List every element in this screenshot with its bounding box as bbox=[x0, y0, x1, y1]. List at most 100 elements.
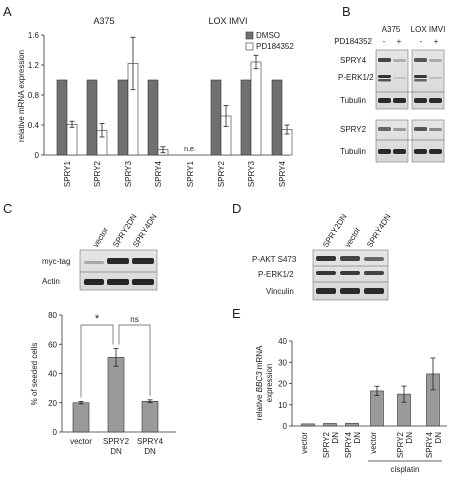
chart-a-y-tick-label: 0.8 bbox=[28, 91, 40, 100]
blot-b-sign-4: + bbox=[434, 37, 439, 46]
blot-b-membrane-bottom-right bbox=[411, 119, 445, 163]
chart-e-ylabel: relative BBC3 mRNA bbox=[255, 345, 264, 420]
blot-b-row-label-perk: P-ERK1/2 bbox=[338, 73, 374, 82]
chart-c-x-tick-label: SPRY4 bbox=[137, 437, 164, 446]
chart-e-treatment-label: cisplatin bbox=[391, 465, 420, 474]
chart-e-x-tick-label: DN bbox=[405, 432, 414, 444]
blot-b-band-tubulin-5 bbox=[378, 149, 391, 154]
chart-a-ylabel: relative mRNA expression bbox=[17, 50, 26, 142]
chart-a-y-tick-label: 1.6 bbox=[28, 31, 40, 40]
blot-b-header-2: LOX IMVI bbox=[411, 25, 446, 34]
blot-b-band-tubulin-8 bbox=[429, 149, 442, 154]
chart-c-x-tick-label: DN bbox=[110, 447, 122, 456]
blot-d-lane-spry4dn: SPRY4DN bbox=[365, 212, 393, 249]
chart-e-x-tick-label: SPRY2 bbox=[322, 431, 331, 458]
panel-label-e: E bbox=[232, 306, 241, 321]
blot-d-row-label-vinculin: Vinculin bbox=[266, 287, 294, 296]
blot-d-band-vinculin-2 bbox=[340, 288, 360, 294]
chart-e-x-tick-label: SPRY4 bbox=[425, 431, 434, 458]
blot-b-band-spry2-1 bbox=[378, 127, 391, 131]
chart-a-y-tick-label: 1.2 bbox=[28, 61, 40, 70]
blot-b-band-spry2-3 bbox=[414, 127, 427, 131]
chart-c-y-tick-label: 20 bbox=[48, 399, 57, 408]
blot-b-treatment-label: PD184352 bbox=[334, 37, 372, 46]
chart-c-y-tick-label: 60 bbox=[48, 340, 57, 349]
blot-b-band-spry2-4 bbox=[429, 128, 442, 131]
chart-a-bar-dmso bbox=[56, 79, 68, 156]
chart-e-y-tick-label: 30 bbox=[278, 358, 287, 367]
chart-e-ylabel-pre: relative bbox=[255, 392, 264, 420]
chart-a-bar-pd184352 bbox=[66, 123, 78, 156]
blot-b-band-spry4-3 bbox=[414, 58, 427, 62]
chart-a-bar-dmso bbox=[210, 79, 222, 156]
panel-label-c: C bbox=[3, 201, 12, 216]
western-blot-b: A375 LOX IMVI PD184352 - + - + SPRY4 P-E… bbox=[334, 25, 446, 163]
chart-c-significance-bracket bbox=[80, 324, 114, 398]
chart-c-ylabel: % of seeded cells bbox=[30, 343, 39, 406]
chart-a-x-tick-label: SPRY1 bbox=[186, 160, 195, 187]
blot-b-row-label-tubulin-1: Tubulin bbox=[340, 96, 366, 105]
chart-a-y-tick-label: 0 bbox=[35, 151, 40, 160]
blot-c-row-label-actin: Actin bbox=[42, 277, 60, 286]
chart-a-x-tick-label: SPRY1 bbox=[63, 160, 72, 187]
chart-e-ylabel-2: expression bbox=[265, 364, 274, 403]
blot-c-band-myc-3 bbox=[132, 258, 154, 264]
western-blot-c: vector SPRY2DN SPRY4DN myc-tag Actin bbox=[42, 212, 159, 291]
chart-e-bar bbox=[370, 390, 384, 427]
chart-e-x-tick-label: DN bbox=[434, 432, 443, 444]
chart-e: relative BBC3 mRNA expression 0 10 20 30 40 v… bbox=[255, 337, 447, 474]
chart-a-bar-dmso bbox=[271, 79, 283, 156]
chart-e-ylabel-gene: BBC3 bbox=[255, 371, 264, 392]
chart-a-x-tick-label: SPRY2 bbox=[93, 160, 102, 187]
blot-d-band-pakt-2 bbox=[340, 256, 360, 261]
blot-b-band-perk-3 bbox=[414, 75, 427, 78]
blot-d-row-label-pakt: P-AKT S473 bbox=[252, 255, 297, 264]
chart-c-y-tick-label: 80 bbox=[48, 311, 57, 320]
blot-b-band-spry4-2 bbox=[393, 59, 406, 62]
chart-a-x-tick-label: SPRY3 bbox=[247, 160, 256, 187]
blot-c-lane-vector: vector bbox=[91, 226, 110, 250]
blot-d-band-perk-2 bbox=[340, 271, 360, 275]
chart-a-y-tick-label: 0.4 bbox=[28, 121, 40, 130]
blot-d-band-pakt-3 bbox=[364, 257, 384, 261]
chart-a-bar-pd184352 bbox=[250, 61, 262, 156]
blot-b-band-spry4-1 bbox=[378, 58, 391, 62]
blot-b-band-perk-1b bbox=[378, 79, 391, 82]
blot-c-band-actin-1 bbox=[84, 279, 104, 285]
panel-label-b: B bbox=[342, 4, 351, 19]
blot-c-row-label-myc: myc-tag bbox=[42, 257, 70, 266]
panel-label-a: A bbox=[3, 4, 12, 19]
chart-e-bar bbox=[345, 422, 359, 427]
chart-c-x-tick-label: DN bbox=[144, 447, 156, 456]
blot-d-band-perk-3 bbox=[364, 271, 384, 275]
blot-b-band-tubulin-4 bbox=[429, 98, 442, 103]
chart-a: relative mRNA expression A375 LOX IMVI D… bbox=[17, 16, 294, 187]
blot-c-band-myc-2 bbox=[107, 258, 129, 264]
chart-a-legend: DMSO PD184352 bbox=[245, 31, 294, 51]
chart-a-x-tick-label: SPRY4 bbox=[278, 160, 287, 187]
chart-e-x-tick-label: vector bbox=[369, 432, 378, 454]
blot-d-lane-vector: vector bbox=[343, 226, 362, 250]
blot-b-band-perk-4 bbox=[429, 77, 442, 79]
chart-a-x-tick-label: SPRY3 bbox=[124, 160, 133, 187]
blot-b-row-label-spry4: SPRY4 bbox=[340, 56, 367, 65]
chart-c-x-tick-label: vector bbox=[70, 437, 92, 446]
chart-a-x-tick-label: SPRY4 bbox=[154, 160, 163, 187]
chart-e-bar bbox=[301, 423, 315, 427]
blot-c-band-actin-3 bbox=[132, 279, 154, 285]
blot-c-band-actin-2 bbox=[107, 279, 129, 285]
chart-e-x-tick-label: SPRY4 bbox=[344, 431, 353, 458]
blot-b-row-label-spry2: SPRY2 bbox=[340, 125, 367, 134]
chart-e-y-tick-label: 40 bbox=[278, 337, 287, 346]
blot-d-row-label-perk: P-ERK1/2 bbox=[258, 270, 294, 279]
chart-a-annotation: n.e. bbox=[184, 146, 196, 153]
blot-b-sign-3: - bbox=[420, 37, 423, 46]
chart-e-ylabel-post: mRNA bbox=[255, 345, 264, 371]
chart-a-legend-swatch bbox=[245, 42, 254, 51]
blot-b-band-spry2-2 bbox=[393, 128, 406, 131]
chart-a-group-title-1: A375 bbox=[93, 16, 114, 26]
chart-a-legend-swatch bbox=[245, 31, 254, 40]
chart-c-bar bbox=[72, 402, 90, 433]
